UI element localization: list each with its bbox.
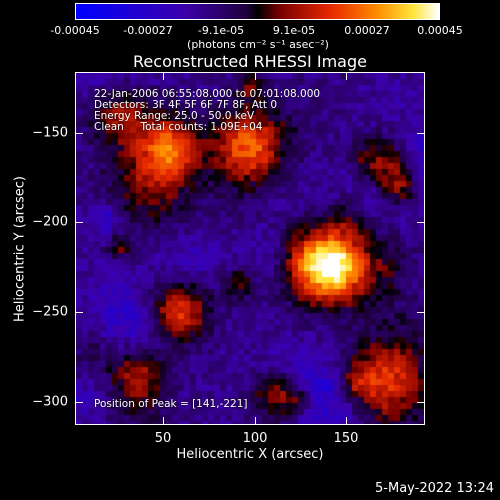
time-range-text: 22-Jan-2006 06:55:08.000 to 07:01:08.000 — [94, 88, 321, 100]
x-major-tick — [346, 417, 347, 425]
x-major-tick — [163, 417, 164, 425]
y-axis-label: Heliocentric Y (arcsec) — [12, 176, 28, 322]
y-major-tick — [75, 222, 83, 223]
colorbar — [75, 3, 440, 20]
detectors-text: Detectors: 3F 4F 5F 6F 7F 8F, Att 0 — [94, 99, 278, 111]
colorbar-tick-label: 0.00027 — [344, 24, 390, 37]
energy-range-text: Energy Range: 25.0 - 50.0 keV — [94, 110, 255, 122]
y-tick-label: −150 — [32, 125, 68, 141]
y-major-tick — [417, 312, 425, 313]
x-tick-label: 150 — [333, 431, 359, 446]
colorbar-units-label: (photons cm⁻² s⁻¹ asec⁻²) — [187, 38, 329, 51]
clean-counts-text: Clean Total counts: 1.09E+04 — [94, 121, 263, 133]
y-major-tick — [75, 312, 83, 313]
x-axis-label: Heliocentric X (arcsec) — [176, 447, 324, 462]
y-major-tick — [417, 133, 425, 134]
x-tick-label: 100 — [242, 431, 268, 446]
x-major-tick — [255, 72, 256, 80]
y-tick-label: −250 — [32, 304, 68, 320]
y-tick-label: −300 — [32, 394, 68, 410]
heatmap-image — [76, 73, 424, 424]
y-major-tick — [417, 402, 425, 403]
colorbar-tick-label: -9.1e-05 — [197, 24, 245, 37]
y-tick-label: −200 — [32, 214, 68, 230]
colorbar-tick-label: -0.00045 — [50, 24, 100, 37]
x-major-tick — [255, 417, 256, 425]
footer-date: 5-May-2022 13:24 — [375, 481, 494, 496]
x-major-tick — [346, 72, 347, 80]
y-major-tick — [417, 222, 425, 223]
colorbar-tick-label: -0.00027 — [123, 24, 173, 37]
y-major-tick — [75, 133, 83, 134]
colorbar-tick-label: 9.1e-05 — [272, 24, 316, 37]
x-major-tick — [163, 72, 164, 80]
x-tick-label: 50 — [154, 431, 172, 446]
peak-position-text: Position of Peak = [141,-221] — [94, 398, 248, 410]
y-major-tick — [75, 402, 83, 403]
colorbar-tick-label: 0.00045 — [417, 24, 463, 37]
plot-title: Reconstructed RHESSI Image — [133, 52, 367, 71]
image-plot: 22-Jan-2006 06:55:08.000 to 07:01:08.000… — [75, 72, 425, 425]
